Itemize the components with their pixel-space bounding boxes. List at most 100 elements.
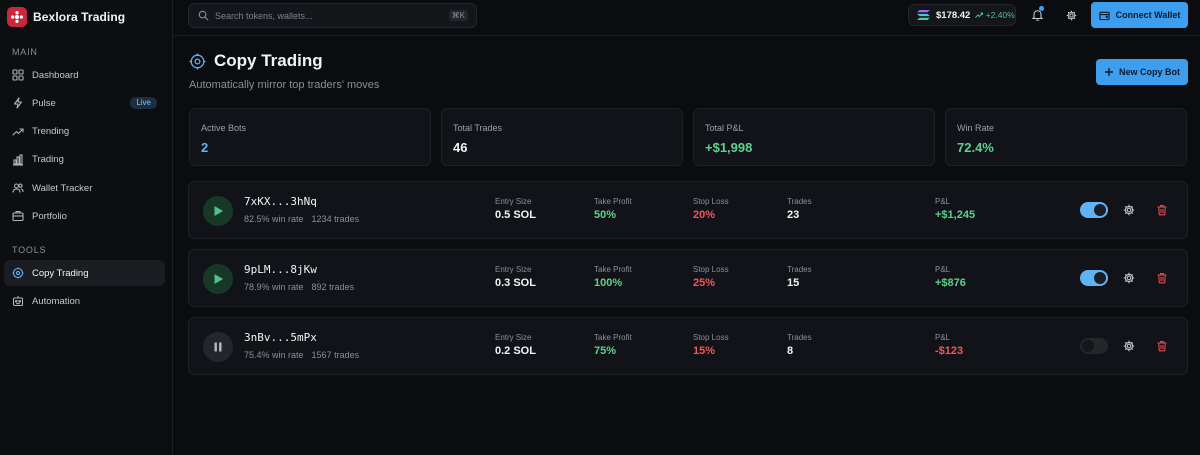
new-copy-bot-label: New Copy Bot (1118, 67, 1180, 77)
gear-icon[interactable] (1123, 272, 1135, 284)
bot-enable-toggle[interactable] (1080, 202, 1108, 218)
field-label: P&L (935, 333, 951, 342)
gear-icon[interactable] (1123, 340, 1135, 352)
search-icon (198, 10, 209, 21)
bot-icon (12, 296, 24, 307)
pnl-value: +$876 (935, 277, 966, 289)
plus-icon (1104, 68, 1113, 76)
stop-loss-value: 25% (693, 277, 716, 289)
stat-card-total-trades: Total Trades 46 (441, 108, 683, 166)
bot-trades-total: 892 trades (311, 282, 355, 292)
trend-up-icon (975, 12, 984, 18)
bot-win-rate: 82.5% win rate (244, 214, 304, 224)
field-label: Stop Loss (693, 333, 729, 342)
resume-bot-button[interactable] (203, 332, 233, 362)
field-label: Stop Loss (693, 197, 729, 206)
stat-value: 72.4% (957, 140, 994, 155)
stat-value: +$1,998 (705, 140, 753, 155)
field-label: Take Profit (594, 197, 632, 206)
trades-value: 23 (787, 209, 800, 221)
main-nav: Dashboard Pulse Live Trending Trading Wa… (4, 62, 165, 232)
sidebar-item-label: Trending (32, 126, 70, 138)
entry-size-value: 0.3 SOL (495, 277, 536, 289)
entry-size-field: Entry Size 0.3 SOL (495, 265, 536, 289)
tools-nav: Copy Trading Automation (4, 260, 165, 317)
sidebar-item-wallet-tracker[interactable]: Wallet Tracker (4, 175, 165, 201)
bot-address: 7xKX...3hNq (244, 195, 317, 208)
stat-label: Total Trades (453, 123, 503, 133)
stat-label: Active Bots (201, 123, 247, 133)
sidebar-item-dashboard[interactable]: Dashboard (4, 62, 165, 88)
sidebar-item-copy-trading[interactable]: Copy Trading (4, 260, 165, 286)
new-copy-bot-button[interactable]: New Copy Bot (1096, 59, 1188, 85)
trend-icon (12, 128, 24, 136)
sidebar-item-pulse[interactable]: Pulse Live (4, 90, 165, 116)
bot-win-rate: 75.4% win rate (244, 350, 304, 360)
trash-icon[interactable] (1156, 272, 1168, 284)
sidebar-item-trading[interactable]: Trading (4, 147, 165, 173)
take-profit-field: Take Profit 100% (594, 265, 632, 289)
pnl-value: -$123 (935, 345, 964, 357)
pnl-field: P&L +$1,245 (935, 197, 975, 221)
field-label: Entry Size (495, 197, 532, 206)
bell-icon (1031, 10, 1043, 21)
briefcase-icon (12, 211, 24, 222)
solana-icon (917, 10, 930, 20)
sidebar-item-label: Copy Trading (32, 267, 89, 279)
bot-trades-total: 1234 trades (311, 214, 360, 224)
connect-wallet-button[interactable]: Connect Wallet (1091, 2, 1188, 28)
bot-enable-toggle[interactable] (1080, 270, 1108, 286)
search-shortcut: ⌘K (448, 10, 468, 21)
bot-address: 9pLM...8jKw (244, 263, 317, 276)
trash-icon[interactable] (1156, 204, 1168, 216)
sidebar-item-portfolio[interactable]: Portfolio (4, 203, 165, 229)
page-subtitle: Automatically mirror top traders' moves (189, 79, 380, 91)
take-profit-field: Take Profit 50% (594, 197, 632, 221)
live-badge: Live (130, 97, 157, 110)
logo-icon (7, 7, 27, 27)
stop-loss-field: Stop Loss 20% (693, 197, 729, 221)
sidebar-item-label: Dashboard (32, 69, 79, 81)
search-box[interactable]: ⌘K (188, 3, 477, 28)
bot-row: 7xKX...3hNq 82.5% win rate 1234 trades En… (188, 181, 1188, 239)
bot-row: 3nBv...5mPx 75.4% win rate 1567 trades En… (188, 317, 1188, 375)
stat-label: Win Rate (957, 123, 995, 133)
bot-meta: 78.9% win rate 892 trades (244, 282, 354, 292)
gear-icon[interactable] (1123, 204, 1135, 216)
take-profit-value: 100% (594, 277, 623, 289)
search-input[interactable] (215, 10, 445, 21)
trash-icon[interactable] (1156, 340, 1168, 352)
notification-dot (1039, 6, 1044, 11)
bot-address: 3nBv...5mPx (244, 331, 317, 344)
take-profit-field: Take Profit 75% (594, 333, 632, 357)
pause-bot-button[interactable] (203, 196, 233, 226)
sidebar-item-trending[interactable]: Trending (4, 119, 165, 145)
bot-meta: 82.5% win rate 1234 trades (244, 214, 359, 224)
field-label: Take Profit (594, 265, 632, 274)
stat-value: 46 (453, 140, 468, 155)
notifications-button[interactable] (1028, 6, 1046, 24)
sidebar-item-label: Automation (32, 295, 81, 307)
toggle-knob (1094, 204, 1106, 216)
settings-button[interactable] (1062, 6, 1080, 24)
logo[interactable]: Bexlora Trading (0, 2, 172, 32)
stop-loss-value: 15% (693, 345, 716, 357)
sidebar-item-label: Portfolio (32, 210, 67, 222)
stat-value: 2 (201, 140, 209, 155)
play-icon (214, 206, 223, 216)
sidebar-item-automation[interactable]: Automation (4, 288, 165, 314)
sidebar-item-label: Pulse (32, 97, 56, 109)
sol-price-chip[interactable]: $178.42 +2.40% (908, 4, 1016, 26)
pause-bot-button[interactable] (203, 264, 233, 294)
trades-field: Trades 8 (787, 333, 812, 357)
pnl-field: P&L +$876 (935, 265, 966, 289)
stop-loss-value: 20% (693, 209, 716, 221)
take-profit-value: 75% (594, 345, 617, 357)
field-label: Take Profit (594, 333, 632, 342)
gear-icon (1066, 10, 1076, 20)
entry-size-value: 0.5 SOL (495, 209, 536, 221)
sidebar: Bexlora Trading MAIN Dashboard Pulse Liv… (0, 0, 173, 455)
bot-enable-toggle[interactable] (1080, 338, 1108, 354)
bot-win-rate: 78.9% win rate (244, 282, 304, 292)
field-label: P&L (935, 265, 951, 274)
